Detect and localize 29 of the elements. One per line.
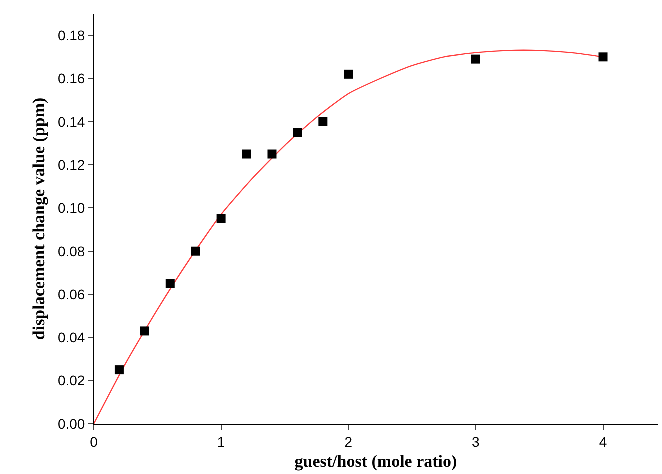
y-tick-label: 0.10	[58, 200, 86, 216]
x-axis-title: guest/host (mole ratio)	[294, 452, 458, 472]
point	[598, 52, 608, 62]
y-tick-label: 0.14	[58, 114, 86, 130]
x-tick-label: 0	[90, 434, 98, 450]
y-axis-title: displacement change value (ppm)	[30, 98, 48, 340]
point	[293, 128, 302, 138]
x-tick-label: 1	[217, 434, 226, 450]
point	[344, 70, 354, 79]
y-tick-label: 0.00	[58, 416, 86, 432]
point	[114, 366, 124, 375]
y-tick-label: 0.04	[58, 330, 86, 346]
point	[242, 150, 252, 159]
point	[216, 214, 226, 224]
y-tick-label: 0.08	[58, 243, 86, 260]
point	[191, 246, 200, 256]
point	[268, 150, 277, 159]
y-tick-label: 0.02	[58, 372, 86, 389]
point	[166, 279, 175, 288]
point	[140, 326, 150, 336]
y-tick-label: 0.16	[58, 70, 86, 87]
x-tick-label: 2	[344, 434, 353, 450]
x-tick-label: 4	[599, 434, 608, 450]
point	[318, 117, 328, 126]
point	[471, 54, 480, 64]
x-tick-label: 3	[472, 434, 480, 450]
y-tick-label: 0.18	[58, 27, 86, 44]
y-tick-label: 0.06	[58, 286, 86, 302]
y-tick-label: 0.12	[58, 156, 86, 173]
